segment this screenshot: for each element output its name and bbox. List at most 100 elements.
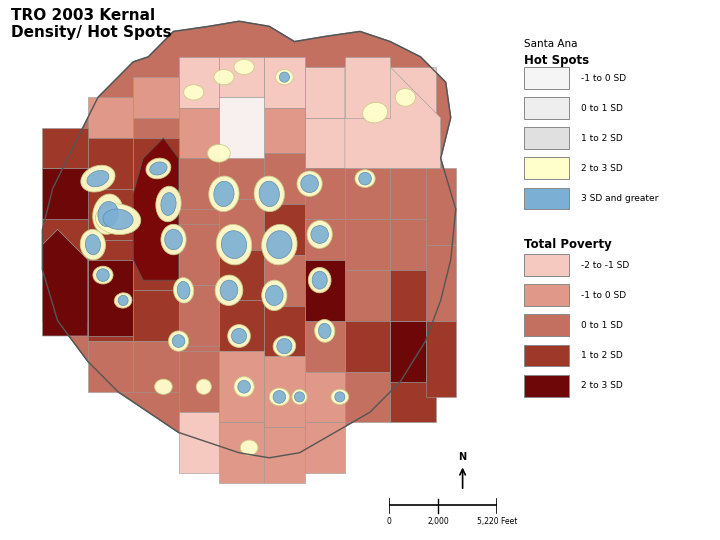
Ellipse shape	[238, 380, 251, 393]
Ellipse shape	[220, 280, 238, 300]
Polygon shape	[88, 240, 133, 291]
Ellipse shape	[276, 339, 292, 354]
Ellipse shape	[214, 181, 234, 206]
FancyBboxPatch shape	[524, 127, 569, 149]
Ellipse shape	[81, 165, 115, 192]
Ellipse shape	[266, 231, 292, 259]
Polygon shape	[305, 260, 345, 321]
Ellipse shape	[155, 379, 172, 394]
Polygon shape	[264, 153, 305, 204]
FancyBboxPatch shape	[524, 187, 569, 210]
Polygon shape	[390, 372, 436, 422]
Ellipse shape	[240, 440, 258, 455]
Ellipse shape	[172, 335, 185, 347]
Ellipse shape	[297, 171, 323, 197]
Text: 1 to 2 SD: 1 to 2 SD	[582, 134, 624, 143]
Polygon shape	[179, 412, 219, 473]
Ellipse shape	[156, 186, 181, 222]
Ellipse shape	[150, 162, 167, 175]
Ellipse shape	[273, 336, 296, 356]
Polygon shape	[345, 372, 390, 422]
Text: 0 to 1 SD: 0 to 1 SD	[582, 104, 624, 113]
Polygon shape	[390, 270, 436, 321]
Text: 0 to 1 SD: 0 to 1 SD	[582, 321, 624, 330]
Ellipse shape	[273, 390, 286, 403]
Ellipse shape	[174, 278, 194, 303]
Ellipse shape	[254, 176, 284, 212]
Text: 0: 0	[387, 517, 391, 526]
Polygon shape	[390, 67, 436, 118]
Polygon shape	[133, 138, 179, 280]
Ellipse shape	[215, 275, 243, 306]
Polygon shape	[345, 57, 390, 118]
Polygon shape	[179, 285, 219, 346]
Ellipse shape	[331, 389, 348, 404]
Ellipse shape	[165, 230, 182, 249]
Text: 5,220 Feet: 5,220 Feet	[477, 517, 517, 526]
Polygon shape	[305, 168, 345, 219]
Ellipse shape	[262, 280, 287, 310]
Ellipse shape	[146, 158, 171, 179]
Text: 2 to 3 SD: 2 to 3 SD	[582, 164, 624, 173]
Ellipse shape	[103, 209, 133, 230]
Polygon shape	[133, 291, 179, 341]
Text: Hot Spots: Hot Spots	[524, 54, 589, 67]
Ellipse shape	[177, 281, 190, 299]
Ellipse shape	[301, 175, 318, 193]
Text: N: N	[459, 452, 467, 462]
Polygon shape	[426, 321, 456, 397]
Polygon shape	[88, 138, 133, 189]
FancyBboxPatch shape	[524, 67, 569, 89]
Ellipse shape	[294, 392, 305, 402]
Polygon shape	[42, 230, 88, 336]
Polygon shape	[390, 219, 436, 270]
Ellipse shape	[85, 234, 101, 255]
Polygon shape	[42, 168, 88, 219]
Ellipse shape	[292, 389, 307, 404]
Polygon shape	[345, 219, 390, 270]
Polygon shape	[42, 270, 88, 321]
FancyBboxPatch shape	[524, 314, 569, 336]
Ellipse shape	[228, 325, 251, 347]
Ellipse shape	[359, 172, 372, 185]
Ellipse shape	[395, 89, 415, 106]
Polygon shape	[219, 300, 264, 351]
Polygon shape	[345, 118, 390, 168]
Polygon shape	[219, 199, 264, 249]
Polygon shape	[88, 291, 133, 341]
Ellipse shape	[161, 193, 176, 215]
Polygon shape	[88, 260, 133, 336]
Polygon shape	[345, 321, 390, 372]
Polygon shape	[345, 168, 390, 219]
Text: -2 to -1 SD: -2 to -1 SD	[582, 261, 630, 269]
Polygon shape	[133, 240, 179, 291]
Polygon shape	[42, 128, 88, 168]
Polygon shape	[264, 427, 305, 483]
Ellipse shape	[312, 271, 327, 289]
Ellipse shape	[311, 226, 328, 244]
Ellipse shape	[161, 224, 186, 255]
Polygon shape	[426, 245, 456, 321]
Ellipse shape	[234, 59, 254, 75]
Polygon shape	[133, 77, 179, 118]
Polygon shape	[264, 306, 305, 356]
Polygon shape	[345, 62, 390, 118]
FancyBboxPatch shape	[524, 345, 569, 367]
Ellipse shape	[232, 328, 246, 343]
Ellipse shape	[259, 181, 279, 206]
Ellipse shape	[318, 323, 331, 339]
Polygon shape	[305, 67, 345, 118]
Ellipse shape	[279, 72, 289, 82]
Polygon shape	[179, 224, 219, 285]
Polygon shape	[305, 118, 345, 168]
Polygon shape	[345, 67, 441, 168]
Text: Total Poverty: Total Poverty	[524, 239, 612, 252]
Ellipse shape	[214, 70, 234, 85]
Polygon shape	[390, 321, 436, 372]
FancyBboxPatch shape	[524, 254, 569, 276]
Ellipse shape	[276, 70, 293, 85]
Text: -1 to 0 SD: -1 to 0 SD	[582, 291, 626, 300]
Ellipse shape	[184, 85, 204, 100]
Ellipse shape	[80, 230, 106, 260]
Polygon shape	[264, 356, 305, 427]
